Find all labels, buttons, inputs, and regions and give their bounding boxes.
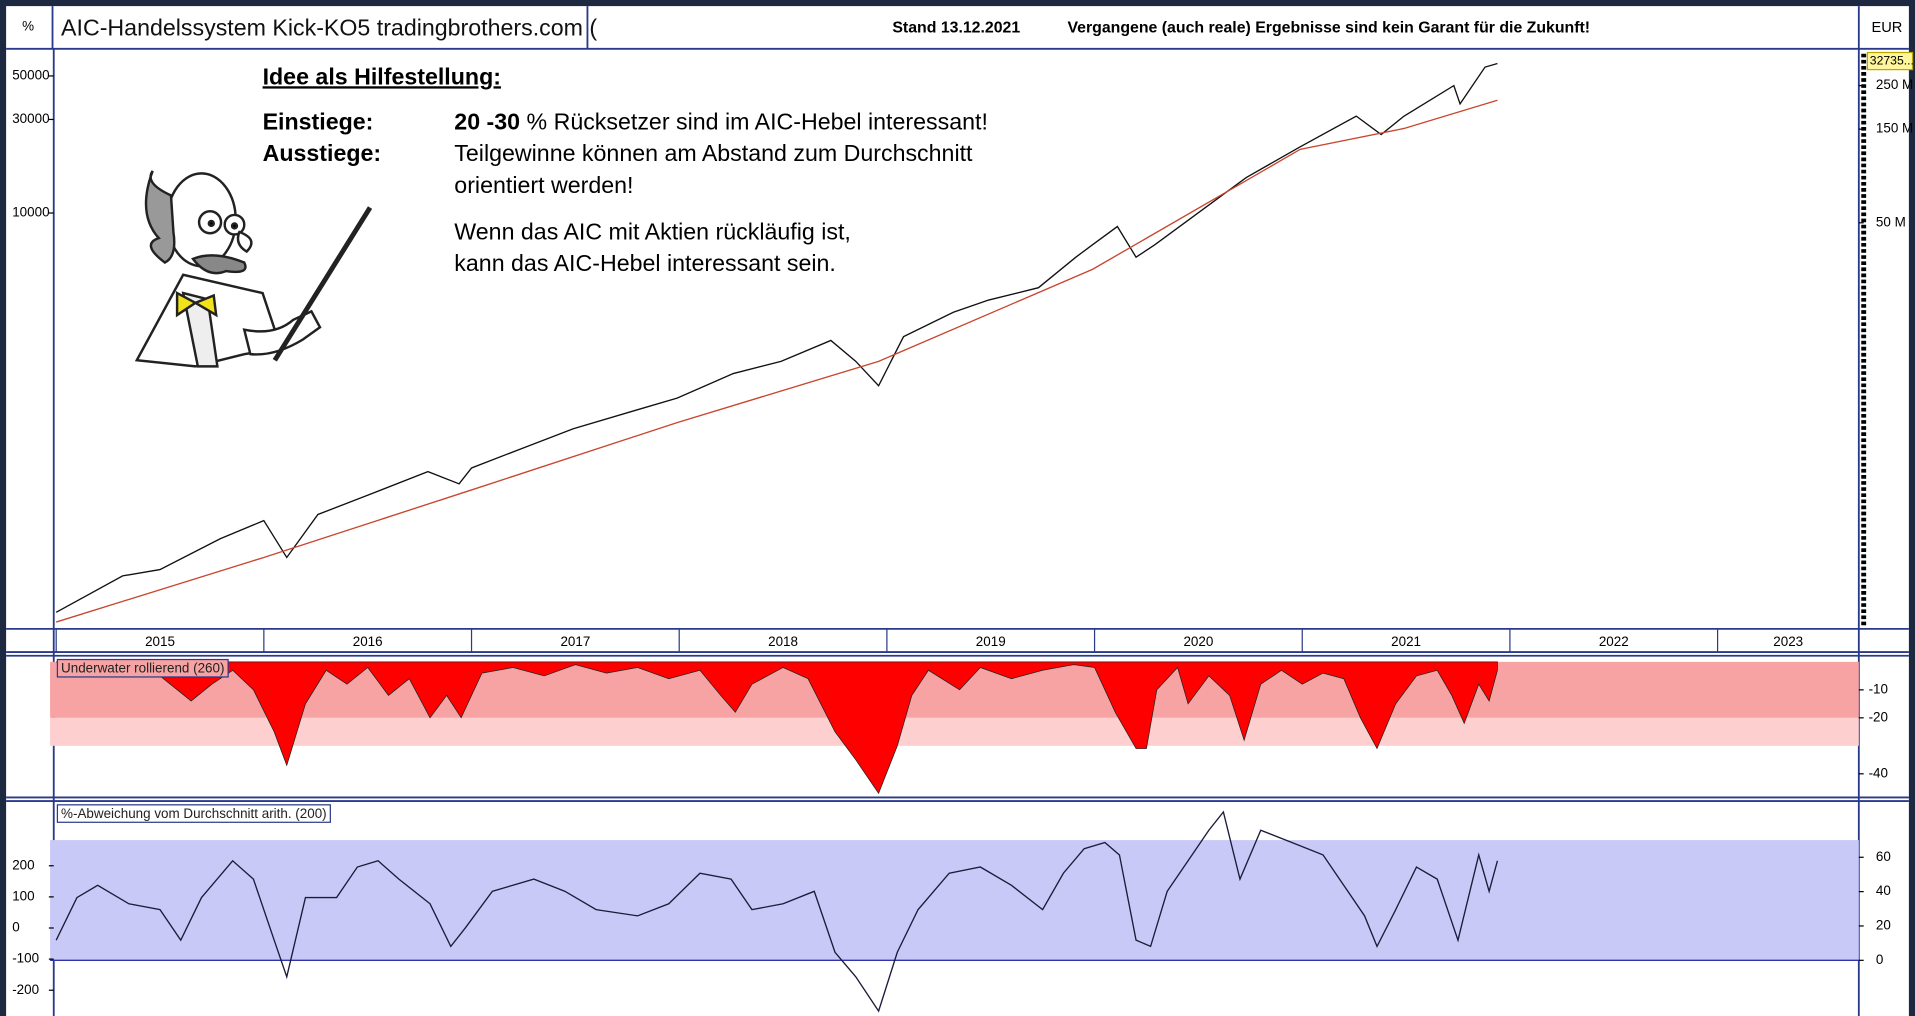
y-tick-label: -40: [1869, 765, 1888, 780]
panel-title-box: [56, 658, 229, 678]
last-value-box: [1866, 51, 1914, 71]
currency: EUR: [1871, 20, 1902, 36]
entry-label: Einstiege:: [263, 108, 374, 134]
y2-tick-label: 0: [1876, 952, 1883, 967]
window-title: AIC-Handelssystem Kick-KO5 tradingbrothe…: [61, 14, 597, 40]
hint-line: Wenn das AIC mit Aktien rückläufig ist,: [454, 218, 851, 244]
x-tick-label: 2017: [560, 634, 590, 649]
note-heading: Idee als Hilfestellung:: [263, 63, 501, 89]
y-tick-label: -100: [12, 951, 39, 966]
y-tick-label: 50000: [12, 68, 49, 83]
y2-tick-label: 60: [1876, 849, 1891, 864]
series-line: [55, 99, 1498, 623]
hint-line: kann das AIC-Hebel interessant sein.: [454, 250, 836, 276]
y-tick-label: -20: [1869, 709, 1888, 724]
last-value-label: 32735...: [1870, 53, 1914, 67]
y2-tick-label: 250 M: [1876, 77, 1913, 92]
x-tick-label: 2016: [353, 634, 383, 649]
y-tick-label: 10000: [12, 205, 49, 220]
y-tick-label: 100: [12, 888, 34, 903]
disclaimer: Vergangene (auch reale) Ergebnisse sind …: [1067, 19, 1590, 36]
series-line: [55, 810, 1499, 1013]
y-tick-label: -10: [1869, 681, 1888, 696]
entry-note: 20 -30 % Rücksetzer sind im AIC-Hebel in…: [454, 108, 988, 134]
y-tick-label: 200: [12, 857, 34, 872]
y2-tick-label: 150 M: [1876, 121, 1913, 136]
exit-line: Teilgewinne können am Abstand zum Durchs…: [454, 140, 973, 166]
panel-title-box: [56, 804, 331, 823]
x-tick-label: 2021: [1391, 634, 1421, 649]
band: [50, 717, 1859, 746]
y2-tick-label: 50 M: [1876, 214, 1906, 229]
panel-title: Underwater rollierend (260): [61, 661, 224, 676]
x-tick-label: 2018: [768, 634, 798, 649]
exit-line: orientiert werden!: [454, 172, 633, 198]
y2-tick-label: 40: [1876, 883, 1891, 898]
panel-title: %-Abweichung vom Durchschnitt arith. (20…: [61, 806, 327, 821]
exit-label: Ausstiege:: [263, 140, 382, 166]
y-tick-label: 30000: [12, 111, 49, 126]
date-label: Stand 13.12.2021: [892, 19, 1020, 36]
band: [50, 840, 1859, 961]
x-tick-label: 2023: [1773, 634, 1803, 649]
y-tick-label: 0: [12, 920, 19, 935]
corner-label: %: [22, 18, 34, 33]
entry-bold: 20 -30: [454, 108, 520, 134]
professor-cartoon: [134, 170, 373, 368]
underwater-area: [56, 661, 1498, 795]
entry-text: % Rücksetzer sind im AIC-Hebel interessa…: [520, 108, 988, 134]
x-tick-label: 2015: [145, 634, 175, 649]
y-tick-label: -200: [12, 982, 39, 997]
x-tick-label: 2022: [1599, 634, 1629, 649]
x-tick-label: 2020: [1183, 634, 1213, 649]
y2-tick-label: 20: [1876, 918, 1891, 933]
series-line: [55, 62, 1498, 613]
x-tick-label: 2019: [976, 634, 1006, 649]
